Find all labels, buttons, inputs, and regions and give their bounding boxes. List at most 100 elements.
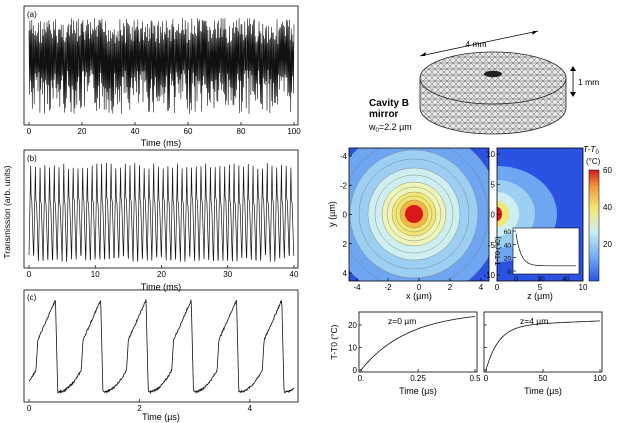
inset-curve — [515, 233, 576, 267]
panel-c-frame — [23, 289, 299, 403]
inset-ylabel: T-T0 (°C) — [494, 237, 502, 266]
inset-x-tick-label: 40 — [562, 276, 570, 283]
heatmap-xy-xlabel: x (µm) — [406, 291, 432, 301]
panel-a-xlabel: Time (ms) — [141, 138, 181, 148]
plot-z0-x-tick-label: 0. — [358, 374, 365, 383]
heatmap-xy-y-tick-label: -2 — [340, 181, 348, 190]
panel-b-x-tick-label: 10 — [91, 270, 100, 279]
transmission-ylabel: Transmission (arb. units) — [2, 165, 12, 258]
waist-label: w0=2.2 µm — [368, 122, 412, 134]
colorbar-unit: (°C) — [586, 157, 601, 166]
heatmap-xy-y-tick-label: 4 — [343, 269, 348, 278]
panel-a-x-tick-label: 20 — [78, 127, 87, 136]
colorbar: T-T0 (°C) 60 40 20 — [583, 144, 612, 282]
mirror-title-line1: Cavity B — [369, 98, 409, 109]
heatmap-xy-y-tick-label: 2 — [343, 240, 348, 249]
heatmap-zx-y-tick-label: -5 — [488, 241, 496, 250]
colorbar-tick-label: 60 — [603, 166, 612, 175]
plot-z0-y-tick-label: 10 — [348, 344, 357, 353]
panel-c-xticks: 0 2 4 — [27, 399, 253, 413]
heatmap-xy-y-tick-label: -4 — [340, 152, 348, 161]
panel-b-xlabel: Time (ms) — [141, 282, 181, 292]
heatmap-xy-x-tick-label: 4 — [479, 283, 484, 292]
plot-z4-x-tick-label: 0 — [484, 374, 489, 383]
plot-z0-x-tick-label: 0.5 — [469, 374, 481, 383]
height-label: 1 mm — [578, 77, 599, 87]
xy-hotspot — [405, 205, 423, 223]
panel-c-label: (c) — [27, 293, 37, 302]
panel-b-x-tick-label: 20 — [157, 270, 166, 279]
plot-z4-curve — [485, 320, 601, 371]
heatmap-zx-y-tick-label: 0 — [491, 211, 496, 220]
plot-z0-curve — [360, 316, 476, 371]
heatmap-xy-y-tick-label: 0 — [343, 211, 348, 220]
panel-a-xticks: 0 20 40 60 80 100 — [27, 122, 301, 136]
heatmap-zx-y-tick-label: 10 — [486, 150, 495, 159]
heatmap-xy-ylabel: y (µm) — [327, 201, 337, 227]
heatmap-xy-x-tick-label: 0 — [417, 283, 422, 292]
heatmap-zx-y-tick-label: -10 — [483, 271, 495, 280]
panel-b: (b) 0 10 20 30 40 Time (ms) — [23, 149, 299, 292]
panel-b-label: (b) — [27, 154, 37, 163]
panel-a-x-tick-label: 40 — [131, 127, 140, 136]
inset-x-tick-label: 20 — [537, 276, 545, 283]
inset-ticks: 60 40 20 00 20 40 — [504, 229, 570, 283]
heatmap-zx-xlabel: z (µm) — [527, 291, 553, 301]
panel-b-x-tick-label: 0 — [27, 270, 32, 279]
heatmap-xy-x-tick-label: -4 — [353, 283, 361, 292]
colorbar-tick-label: 20 — [603, 240, 612, 249]
panel-c-trace — [28, 299, 295, 395]
plot-z0-xlabel: Time (µs) — [399, 386, 437, 396]
panel-b-x-tick-label: 40 — [290, 270, 299, 279]
plot-z4: z=4 µm 0 50 100 Time (µs) — [483, 311, 607, 396]
panel-b-frame — [23, 149, 299, 269]
width-arrow — [419, 30, 539, 57]
mirror-title-line2: mirror — [369, 109, 399, 120]
heatmap-zx-x-tick-label: 5 — [538, 283, 543, 292]
panel-a-trace — [28, 17, 295, 114]
plot-z0-ticks: 0. 0.25 0.5 20 10 0 — [348, 321, 481, 383]
plot-z0-x-tick-label: 0.25 — [410, 374, 426, 383]
panel-a: (a) 0 20 40 60 80 100 Time (ms) — [23, 5, 301, 148]
inset-x-tick-label: 0 — [514, 276, 518, 283]
mirror-top — [419, 51, 567, 105]
zx-contour-4 — [497, 201, 509, 227]
plot-z4-x-tick-label: 50 — [539, 374, 548, 383]
heatmap-xy: -4 -2 0 2 4 -4 -2 0 2 4 x (µm) y (µm) — [327, 147, 490, 301]
panel-a-x-tick-label: 100 — [287, 127, 301, 136]
plot-z4-x-tick-label: 100 — [593, 374, 607, 383]
plot-z4-xlabel: Time (µs) — [524, 386, 562, 396]
plot-z0-frame — [358, 311, 478, 373]
width-label: 4 mm — [465, 39, 486, 49]
panel-b-trace — [28, 162, 295, 262]
plot-z0-y-tick-label: 20 — [348, 321, 357, 330]
colorbar-ticks: 60 40 20 — [603, 166, 612, 249]
plot-z4-annotation: z=4 µm — [520, 316, 548, 326]
heatmap-xy-ticks: -4 -2 0 2 4 -4 -2 0 2 4 — [340, 152, 484, 292]
heatmap-zx-y-tick-label: 5 — [491, 180, 496, 189]
panel-b-xticks: 0 10 20 30 40 — [27, 265, 299, 279]
inset-y-tick-label: 60 — [504, 229, 512, 236]
colorbar-gradient — [588, 169, 600, 282]
mirror-dimple — [484, 70, 502, 78]
plot-z0: z=0 µm 0. 0.25 0.5 20 10 0 Time (µs) T-T0 (°C… — [329, 311, 481, 396]
inset-frame — [512, 227, 580, 275]
zx-hotspot — [497, 207, 502, 221]
panel-c-x-tick-label: 2 — [137, 404, 142, 413]
colorbar-title: T-T0 — [583, 144, 599, 156]
plot-z4-ticks: 0 50 100 — [484, 324, 607, 383]
panel-a-x-tick-label: 80 — [237, 127, 246, 136]
inset-y-tick-label: 40 — [504, 242, 512, 249]
heatmap-xy-x-tick-label: -2 — [384, 283, 392, 292]
panel-a-frame — [23, 5, 299, 126]
plot-z0-y-tick-label: 0 — [353, 366, 358, 375]
panel-c: (c) 0 2 4 Time (µs) — [23, 289, 299, 422]
inset-y-tick-label: 20 — [504, 256, 512, 263]
panel-a-x-tick-label: 60 — [184, 127, 193, 136]
plot-z0-annotation: z=0 µm — [388, 316, 416, 326]
panel-c-x-tick-label: 0 — [27, 404, 32, 413]
panel-a-x-tick-label: 0 — [27, 127, 32, 136]
